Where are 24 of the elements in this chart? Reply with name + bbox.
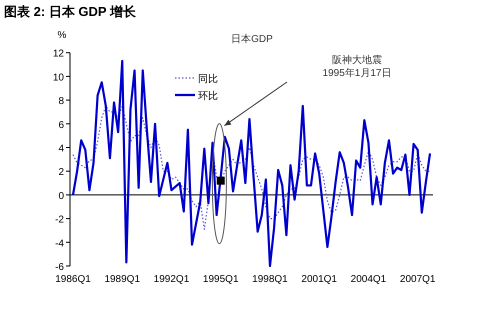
x-tick-label: 2004Q1 (350, 274, 387, 285)
x-tick-label: 1995Q1 (202, 274, 239, 285)
x-tick-label: 1986Q1 (55, 274, 92, 285)
chart-subtitle: 日本GDP (231, 33, 274, 45)
y-tick-label: 2 (58, 167, 64, 178)
y-tick-label: -2 (55, 214, 64, 226)
y-axis-title: % (58, 30, 67, 41)
legend-label: 同比 (198, 73, 218, 85)
legend-label: 环比 (198, 90, 218, 102)
x-tick-label: 1998Q1 (252, 274, 288, 285)
y-tick-label: 0 (58, 190, 64, 202)
x-tick-label: 1992Q1 (154, 274, 190, 285)
x-tick-label: 1989Q1 (104, 274, 140, 285)
chart-title: 图表 2: 日本 GDP 增长 (4, 4, 137, 19)
y-tick-label: 4 (58, 144, 64, 154)
y-tick-label: 12 (52, 48, 64, 60)
y-tick-label: -6 (55, 262, 64, 273)
y-tick-label: 8 (58, 96, 64, 108)
annotation: 阪神大地震 1995年1月17日 (322, 54, 392, 79)
y-tick-label: -4 (55, 238, 64, 250)
x-tick-label: 2007Q1 (400, 274, 436, 285)
y-tick-label: 6 (58, 120, 64, 131)
x-tick-label: 2001Q1 (301, 274, 338, 285)
y-tick-label: 10 (52, 72, 64, 84)
